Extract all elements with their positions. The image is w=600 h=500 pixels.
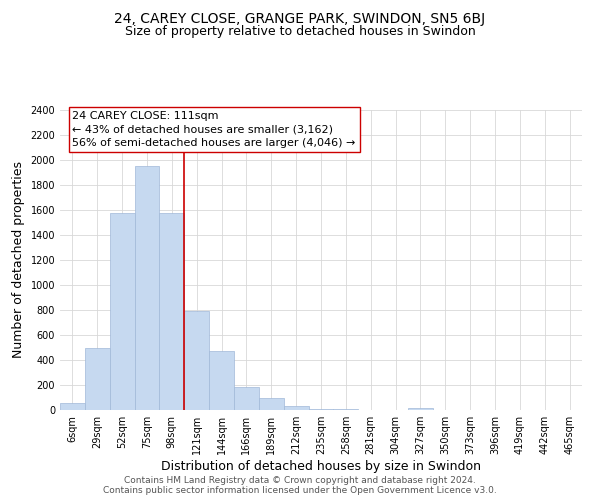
Bar <box>60 402 85 410</box>
Bar <box>408 408 433 410</box>
Bar <box>259 398 284 410</box>
Bar <box>184 311 209 410</box>
Bar <box>110 212 134 410</box>
Bar <box>134 166 160 410</box>
Y-axis label: Number of detached properties: Number of detached properties <box>12 162 25 358</box>
Text: 24, CAREY CLOSE, GRANGE PARK, SWINDON, SN5 6BJ: 24, CAREY CLOSE, GRANGE PARK, SWINDON, S… <box>115 12 485 26</box>
Bar <box>234 387 259 410</box>
Text: 24 CAREY CLOSE: 111sqm
← 43% of detached houses are smaller (3,162)
56% of semi-: 24 CAREY CLOSE: 111sqm ← 43% of detached… <box>73 112 356 148</box>
Bar <box>308 409 334 410</box>
Text: Contains HM Land Registry data © Crown copyright and database right 2024.: Contains HM Land Registry data © Crown c… <box>124 476 476 485</box>
Bar <box>160 212 184 410</box>
Bar <box>284 406 308 410</box>
Bar <box>209 351 234 410</box>
Text: Size of property relative to detached houses in Swindon: Size of property relative to detached ho… <box>125 25 475 38</box>
X-axis label: Distribution of detached houses by size in Swindon: Distribution of detached houses by size … <box>161 460 481 473</box>
Text: Contains public sector information licensed under the Open Government Licence v3: Contains public sector information licen… <box>103 486 497 495</box>
Bar <box>85 348 110 410</box>
